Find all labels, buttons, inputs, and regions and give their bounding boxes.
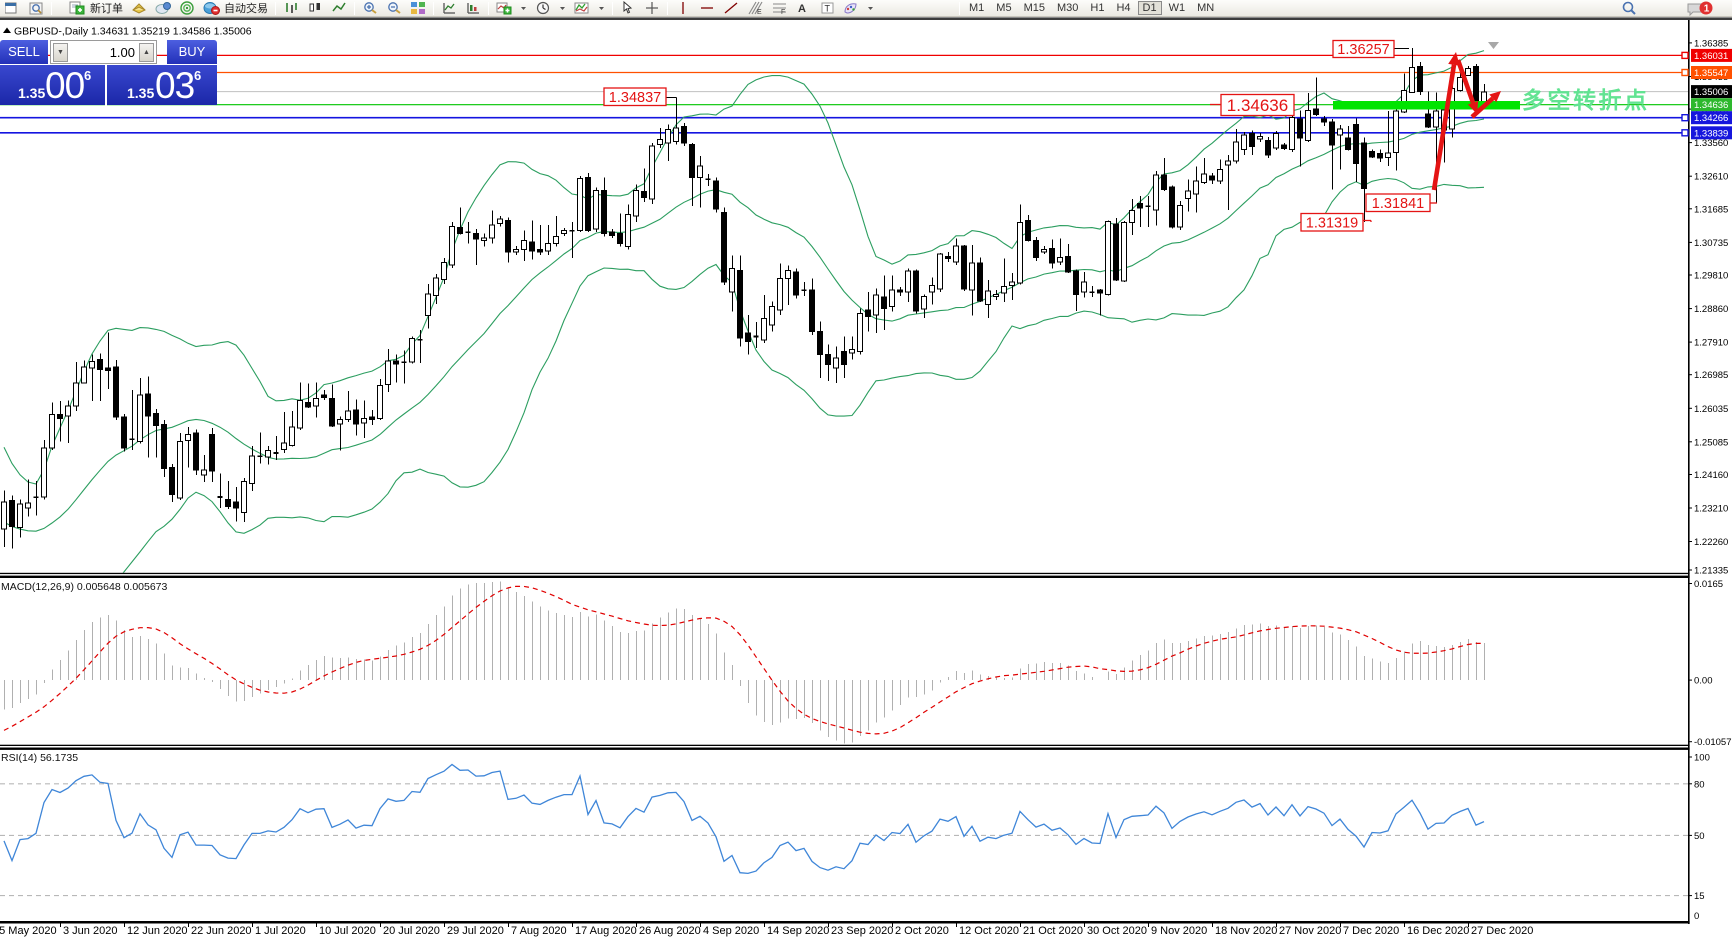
svg-text:E: E (757, 9, 762, 15)
svg-text:1.34636: 1.34636 (1227, 96, 1288, 115)
svg-text:F: F (781, 9, 785, 15)
svg-text:1.31319: 1.31319 (1306, 215, 1358, 231)
svg-text:1.27910: 1.27910 (1694, 338, 1728, 349)
svg-text:1.34636: 1.34636 (1694, 100, 1728, 111)
svg-text:17 Aug 2020: 17 Aug 2020 (575, 925, 637, 937)
svg-text:1.36257: 1.36257 (1337, 42, 1389, 58)
svg-text:25 May 2020: 25 May 2020 (0, 925, 57, 937)
svg-text:1.31685: 1.31685 (1694, 204, 1728, 215)
svg-text:1.24160: 1.24160 (1694, 470, 1728, 481)
svg-text:15: 15 (1694, 891, 1705, 902)
svg-text:16 Dec 2020: 16 Dec 2020 (1407, 925, 1469, 937)
svg-text:14 Sep 2020: 14 Sep 2020 (767, 925, 829, 937)
svg-text:10 Jul 2020: 10 Jul 2020 (319, 925, 376, 937)
svg-text:22 Jun 2020: 22 Jun 2020 (191, 925, 252, 937)
svg-text:4 Sep 2020: 4 Sep 2020 (703, 925, 759, 937)
svg-text:1.25085: 1.25085 (1694, 437, 1728, 448)
svg-text:50: 50 (1694, 831, 1705, 842)
svg-text:3 Jun 2020: 3 Jun 2020 (63, 925, 117, 937)
svg-text:12 Oct 2020: 12 Oct 2020 (959, 925, 1019, 937)
svg-text:T: T (824, 4, 830, 14)
svg-text:1.34266: 1.34266 (1694, 113, 1728, 124)
svg-text:多空转折点: 多空转折点 (1522, 87, 1650, 113)
svg-text:27 Nov 2020: 27 Nov 2020 (1279, 925, 1341, 937)
svg-text:1.33560: 1.33560 (1694, 138, 1728, 149)
svg-text:2 Oct 2020: 2 Oct 2020 (895, 925, 949, 937)
svg-text:12 Jun 2020: 12 Jun 2020 (127, 925, 188, 937)
svg-text:GBPUSD-,Daily 1.34631 1.35219: GBPUSD-,Daily 1.34631 1.35219 1.34586 1.… (14, 26, 252, 38)
svg-text:1.26985: 1.26985 (1694, 370, 1728, 381)
svg-text:80: 80 (1694, 779, 1705, 790)
svg-text:0.0165: 0.0165 (1694, 579, 1723, 590)
svg-text:18 Nov 2020: 18 Nov 2020 (1215, 925, 1277, 937)
svg-text:9 Nov 2020: 9 Nov 2020 (1151, 925, 1207, 937)
svg-text:1.23210: 1.23210 (1694, 504, 1728, 515)
svg-text:1.29810: 1.29810 (1694, 271, 1728, 282)
svg-text:1.28860: 1.28860 (1694, 304, 1728, 315)
svg-text:1.35547: 1.35547 (1694, 68, 1728, 79)
svg-text:30 Oct 2020: 30 Oct 2020 (1087, 925, 1147, 937)
svg-text:1.36031: 1.36031 (1694, 51, 1728, 62)
svg-text:1.31841: 1.31841 (1372, 196, 1424, 212)
svg-text:0.00: 0.00 (1694, 676, 1713, 687)
svg-text:1 Jul 2020: 1 Jul 2020 (255, 925, 306, 937)
svg-text:7 Aug 2020: 7 Aug 2020 (511, 925, 567, 937)
svg-text:A: A (798, 3, 806, 15)
svg-text:1.26035: 1.26035 (1694, 404, 1728, 415)
svg-text:MACD(12,26,9) 0.005648 0.00567: MACD(12,26,9) 0.005648 0.005673 (1, 581, 168, 593)
svg-text:1.34837: 1.34837 (609, 90, 661, 106)
svg-text:0: 0 (1694, 911, 1699, 922)
svg-text:26 Aug 2020: 26 Aug 2020 (639, 925, 701, 937)
svg-text:7 Dec 2020: 7 Dec 2020 (1343, 925, 1399, 937)
svg-text:20 Jul 2020: 20 Jul 2020 (383, 925, 440, 937)
svg-text:1.30735: 1.30735 (1694, 238, 1728, 249)
svg-text:1: 1 (1704, 4, 1710, 15)
svg-text:1.36385: 1.36385 (1694, 38, 1728, 49)
svg-text:1.21335: 1.21335 (1694, 566, 1728, 577)
svg-text:100: 100 (1694, 753, 1710, 764)
svg-text:RSI(14) 56.1735: RSI(14) 56.1735 (1, 752, 78, 764)
svg-text:1.33839: 1.33839 (1694, 128, 1728, 139)
svg-text:27 Dec 2020: 27 Dec 2020 (1471, 925, 1533, 937)
svg-text:21 Oct 2020: 21 Oct 2020 (1023, 925, 1083, 937)
svg-text:1.32610: 1.32610 (1694, 172, 1728, 183)
svg-text:1.22260: 1.22260 (1694, 537, 1728, 548)
svg-text:23 Sep 2020: 23 Sep 2020 (831, 925, 893, 937)
svg-text:29 Jul 2020: 29 Jul 2020 (447, 925, 504, 937)
svg-text:1.35006: 1.35006 (1694, 87, 1728, 98)
